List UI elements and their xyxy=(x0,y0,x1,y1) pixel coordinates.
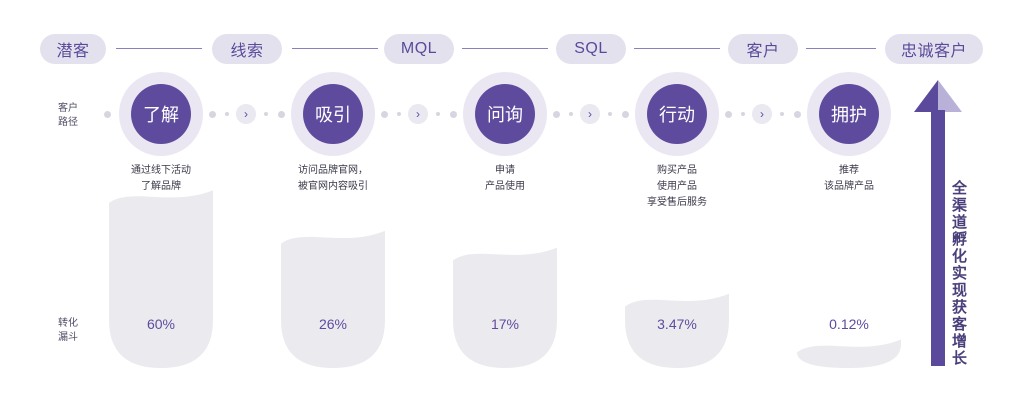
step-circle-inquire: 问询 xyxy=(463,72,547,156)
connector-dot xyxy=(381,111,388,118)
stage-pill-customer: 客户 xyxy=(728,34,798,64)
conversion-rate: 17% xyxy=(490,316,520,332)
funnel-level-shape xyxy=(453,247,557,368)
step-label: 拥护 xyxy=(819,84,879,144)
connector-dot xyxy=(397,112,401,116)
step-circle-understand: 了解 xyxy=(119,72,203,156)
step-circle-action: 行动 xyxy=(635,72,719,156)
connector-dot xyxy=(436,112,440,116)
stage-connector xyxy=(634,48,720,49)
connector-dot xyxy=(264,112,268,116)
chevron-right-icon: › xyxy=(580,104,600,124)
funnel-level-shape xyxy=(625,293,729,368)
stage-connector xyxy=(292,48,378,49)
chevron-right-icon: › xyxy=(408,104,428,124)
step-description: 推荐 该品牌产品 xyxy=(824,165,874,192)
connector-dot xyxy=(780,112,784,116)
conversion-rate: 0.12% xyxy=(829,316,869,332)
conversion-rate: 60% xyxy=(146,316,176,332)
funnel-level-shape xyxy=(797,339,901,368)
step-label: 吸引 xyxy=(303,84,363,144)
conversion-rate: 26% xyxy=(318,316,348,332)
connector-dot xyxy=(794,111,801,118)
stage-pill-loyal-customer: 忠诚客户 xyxy=(885,34,983,64)
stage-pill-prospect: 潜客 xyxy=(40,34,106,64)
step-circle-advocate: 拥护 xyxy=(807,72,891,156)
connector-dot xyxy=(104,111,111,118)
step-description: 访问品牌官网， 被官网内容吸引 xyxy=(298,165,368,192)
chevron-right-icon: › xyxy=(752,104,772,124)
connector-dot xyxy=(278,111,285,118)
funnel-level-shape xyxy=(281,230,385,368)
stage-connector xyxy=(462,48,548,49)
step-circle-attract: 吸引 xyxy=(291,72,375,156)
connector-dot xyxy=(225,112,229,116)
conversion-funnel-label: 转化 漏斗 xyxy=(58,318,78,343)
connector-dot xyxy=(450,111,457,118)
stage-pill-lead: 线索 xyxy=(212,34,282,64)
step-description: 申请 产品使用 xyxy=(485,165,525,192)
step-description: 购买产品 使用产品 享受售后服务 xyxy=(647,165,707,208)
step-label: 行动 xyxy=(647,84,707,144)
connector-dot xyxy=(622,111,629,118)
growth-text: 全渠道孵化实现获客增长 xyxy=(950,180,967,367)
connector-dot xyxy=(608,112,612,116)
step-label: 问询 xyxy=(475,84,535,144)
step-label: 了解 xyxy=(131,84,191,144)
connector-dot xyxy=(741,112,745,116)
connector-dot xyxy=(209,111,216,118)
stage-pill-sql: SQL xyxy=(556,34,626,64)
funnel-level-shape xyxy=(109,190,213,368)
stage-pill-mql: MQL xyxy=(384,34,454,64)
connector-dot xyxy=(569,112,573,116)
customer-path-label: 客户 路径 xyxy=(58,103,78,128)
connector-dot xyxy=(725,111,732,118)
connector-dot xyxy=(553,111,560,118)
stage-connector xyxy=(806,48,876,49)
step-description: 通过线下活动 了解品牌 xyxy=(131,165,191,192)
stage-connector xyxy=(116,48,202,49)
chevron-right-icon: › xyxy=(236,104,256,124)
growth-arrow-icon xyxy=(914,80,962,366)
conversion-rate: 3.47% xyxy=(657,316,697,332)
